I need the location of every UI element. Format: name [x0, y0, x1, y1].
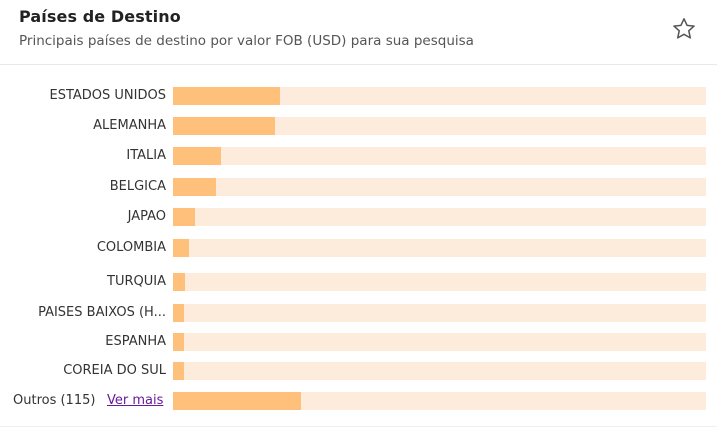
bar-row: COREIA DO SUL	[0, 361, 717, 381]
bar-track[interactable]	[173, 333, 706, 351]
bar-track[interactable]	[173, 239, 706, 257]
bar-track[interactable]	[173, 304, 706, 322]
bar-chart: ESTADOS UNIDOS ALEMANHA ITALIA BELGICA JAPAO…	[0, 65, 717, 432]
bar-row: ESTADOS UNIDOS	[0, 86, 717, 106]
bar-label: PAISES BAIXOS (H...	[38, 305, 166, 320]
card-subtitle: Principais países de destino por valor F…	[19, 33, 474, 49]
bar-track[interactable]	[173, 392, 706, 410]
card-header: Países de Destino Principais países de d…	[0, 0, 717, 65]
bar-row: COLOMBIA	[0, 238, 717, 258]
card-title: Países de Destino	[19, 7, 181, 26]
bar-row: ESPANHA	[0, 332, 717, 352]
bar-row: JAPAO	[0, 207, 717, 227]
bar-label: TURQUIA	[107, 274, 166, 289]
bar-row: PAISES BAIXOS (H...	[0, 303, 717, 323]
bar	[173, 178, 216, 196]
ver-mais-link[interactable]: Ver mais	[107, 393, 164, 408]
bar	[173, 117, 275, 135]
bar	[173, 87, 280, 105]
bar	[173, 239, 189, 257]
bar-track[interactable]	[173, 208, 706, 226]
bar-track[interactable]	[173, 117, 706, 135]
bar-label: BELGICA	[109, 179, 166, 194]
bar-label: COREIA DO SUL	[63, 363, 166, 378]
bar	[173, 147, 221, 165]
outros-row: Outros (115) Ver mais	[0, 391, 717, 411]
outros-label: Outros (115)	[13, 393, 96, 408]
bar	[173, 304, 184, 322]
bar-track[interactable]	[173, 178, 706, 196]
bar-label: ESTADOS UNIDOS	[49, 88, 167, 103]
bar-row: ITALIA	[0, 146, 717, 166]
bar	[173, 333, 184, 351]
bar-track[interactable]	[173, 273, 706, 291]
star-icon[interactable]	[671, 16, 697, 42]
bar-track[interactable]	[173, 362, 706, 380]
bar-label: COLOMBIA	[96, 240, 166, 255]
bar-label: ALEMANHA	[93, 118, 166, 133]
bar-row: ALEMANHA	[0, 116, 717, 136]
bar-label: ESPANHA	[105, 334, 166, 349]
bar	[173, 392, 301, 410]
bar	[173, 273, 185, 291]
bar	[173, 362, 184, 380]
bar-label: ITALIA	[126, 148, 166, 163]
bar	[173, 208, 195, 226]
divider	[0, 426, 717, 427]
bar-row: TURQUIA	[0, 272, 717, 292]
bar-track[interactable]	[173, 87, 706, 105]
bar-label: JAPAO	[127, 209, 166, 224]
bar-track[interactable]	[173, 147, 706, 165]
bar-row: BELGICA	[0, 177, 717, 197]
